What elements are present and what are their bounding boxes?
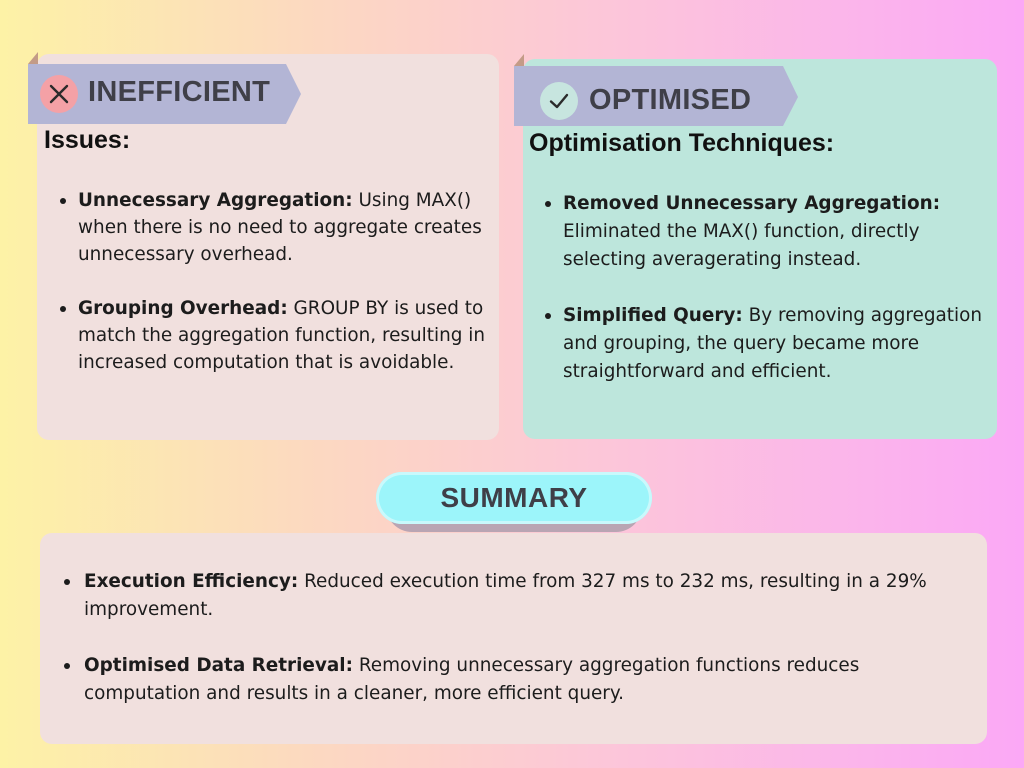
close-icon <box>40 75 78 113</box>
ribbon-fold <box>514 54 524 66</box>
list-item: Execution Efficiency: Reduced execution … <box>64 568 974 624</box>
ribbon-fold <box>28 52 38 64</box>
item-title: Unnecessary Aggregation: <box>78 190 353 211</box>
list-item: Simplified Query: By removing aggregatio… <box>545 302 989 386</box>
issues-list: Unnecessary Aggregation: Using MAX() whe… <box>60 187 498 376</box>
check-icon <box>540 82 578 120</box>
item-text: By removing aggregation and grouping, th… <box>563 305 983 382</box>
list-item: Optimised Data Retrieval: Removing unnec… <box>64 652 974 708</box>
item-title: Simplified Query: <box>563 305 743 326</box>
item-title: Execution Efficiency: <box>84 571 299 592</box>
summary-panel <box>40 533 987 744</box>
list-item: Unnecessary Aggregation: Using MAX() whe… <box>60 187 498 268</box>
summary-list: Execution Efficiency: Reduced execution … <box>64 568 974 708</box>
item-title: Grouping Overhead: <box>78 298 288 319</box>
item-text: Using MAX() when there is no need to agg… <box>78 190 482 265</box>
inefficient-label: INEFFICIENT <box>88 76 271 108</box>
summary-label: SUMMARY <box>440 482 588 513</box>
techniques-list: Removed Unnecessary Aggregation: Elimina… <box>545 190 989 386</box>
item-text: GROUP BY is used to match the aggregatio… <box>78 298 486 373</box>
techniques-heading: Optimisation Techniques: <box>529 129 835 157</box>
item-title: Optimised Data Retrieval: <box>84 655 353 676</box>
list-item: Removed Unnecessary Aggregation: Elimina… <box>545 190 989 274</box>
issues-heading: Issues: <box>44 126 131 154</box>
item-title: Removed Unnecessary Aggregation: <box>563 193 941 214</box>
summary-pill: SUMMARY <box>376 472 652 524</box>
item-text: Removing unnecessary aggregation functio… <box>84 655 860 704</box>
item-text: Eliminated the MAX() function, directly … <box>563 221 920 270</box>
list-item: Grouping Overhead: GROUP BY is used to m… <box>60 295 498 376</box>
optimised-label: OPTIMISED <box>589 84 752 116</box>
item-text: Reduced execution time from 327 ms to 23… <box>84 571 927 620</box>
